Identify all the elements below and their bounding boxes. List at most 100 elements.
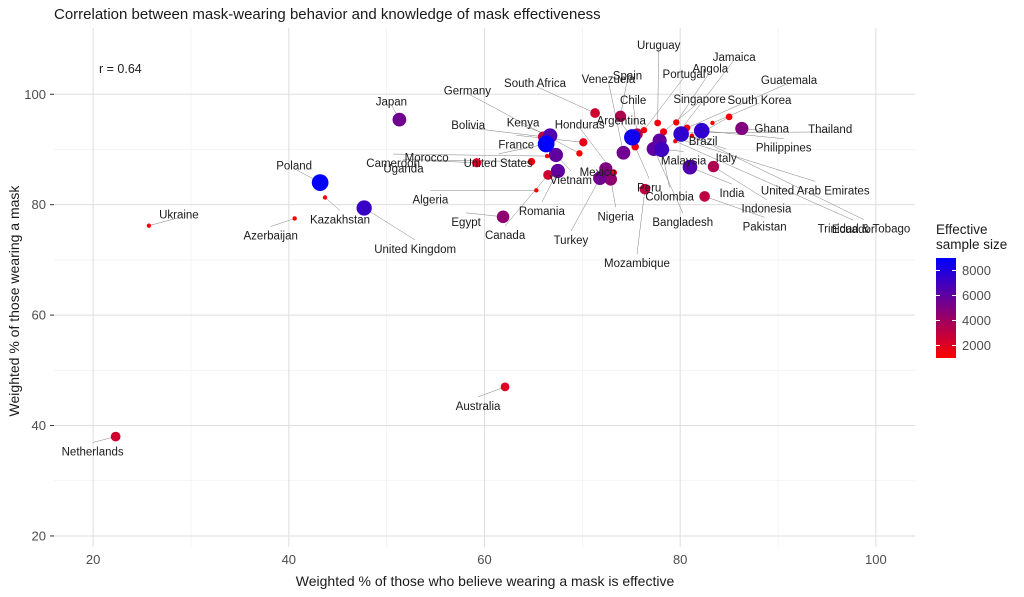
- legend-ticks: 2000 4000 6000 8000: [936, 263, 991, 353]
- data-point: [590, 108, 600, 118]
- x-axis-ticks: 20 40 60 80 100: [86, 552, 887, 567]
- data-point: [311, 174, 329, 191]
- data-point: [614, 110, 627, 123]
- point-label: Colombia: [645, 192, 694, 204]
- data-point: [593, 171, 607, 186]
- data-point: [699, 191, 710, 202]
- point-label: Mozambique: [604, 258, 670, 270]
- point-label: Argentina: [597, 115, 647, 127]
- point-label: India: [719, 188, 745, 200]
- point-label: Vietnam: [550, 175, 592, 187]
- point-label: United Arab Emirates: [761, 185, 870, 197]
- point-label: Indonesia: [742, 204, 792, 216]
- data-point: [146, 223, 152, 228]
- point-label: Uruguay: [637, 40, 681, 52]
- label-leader: [713, 166, 767, 200]
- data-point: [548, 147, 564, 163]
- y-axis-title: Weighted % of those wearing a mask: [6, 185, 22, 417]
- label-leader: [468, 127, 544, 138]
- legend-title-line-1: Effective: [936, 222, 988, 237]
- point-label: Honduras: [555, 120, 605, 132]
- point-label: Pakistan: [743, 221, 787, 233]
- data-point: [500, 382, 510, 392]
- data-point: [543, 169, 553, 180]
- x-tick-label: 40: [282, 552, 296, 567]
- data-point: [659, 128, 668, 136]
- label-leader: [570, 178, 601, 232]
- data-point: [604, 172, 618, 186]
- data-point: [322, 195, 328, 200]
- data-point: [576, 150, 583, 157]
- label-leader: [364, 207, 416, 241]
- point-label: Kenya: [507, 118, 540, 130]
- x-axis-title: Weighted % of those who believe wearing …: [296, 573, 675, 589]
- data-point: [356, 200, 372, 216]
- y-tick-label: 20: [32, 528, 46, 543]
- label-leader: [676, 71, 711, 123]
- label-leader: [686, 82, 790, 129]
- point-label: Bolivia: [451, 120, 485, 132]
- point-label: Guatemala: [761, 75, 818, 87]
- data-point: [725, 113, 733, 121]
- point-label: Canada: [485, 230, 526, 242]
- point-label: Singapore: [673, 94, 725, 106]
- label-leader: [148, 217, 179, 226]
- point-label: Australia: [456, 401, 501, 413]
- point-label: Cameroon: [366, 158, 420, 170]
- correlation-annotation: r = 0.64: [99, 62, 142, 76]
- point-label: Portugal: [663, 69, 706, 81]
- point-label: Azerbaijan: [244, 230, 298, 242]
- label-leader: [324, 197, 341, 211]
- data-point: [735, 121, 749, 136]
- data-point: [654, 141, 670, 158]
- data-point: [550, 163, 565, 179]
- point-label: Angola: [692, 63, 728, 75]
- data-point: [624, 129, 641, 146]
- point-label: Ecuador: [832, 224, 875, 236]
- data-point: [544, 153, 550, 159]
- chart-title: Correlation between mask-wearing behavio…: [54, 6, 601, 23]
- point-label: United Kingdom: [374, 244, 456, 256]
- legend: Effective sample size 2000 4000 6000 8000: [936, 222, 1007, 358]
- data-point: [639, 183, 651, 195]
- point-label: Mexico: [580, 167, 616, 179]
- point-label: South Korea: [728, 95, 793, 107]
- label-leader: [636, 189, 646, 255]
- data-point: [527, 157, 536, 166]
- legend-tick-label: 8000: [962, 263, 991, 278]
- point-label: South Africa: [504, 78, 567, 90]
- label-leader: [677, 138, 816, 182]
- data-point: [707, 160, 720, 173]
- data-point: [292, 216, 297, 221]
- y-tick-label: 80: [32, 197, 46, 212]
- point-labels: Netherlands Ukraine Azerbaijan Poland Kazakh…: [62, 40, 911, 459]
- point-label: Trinidad & Tobago: [818, 224, 911, 236]
- point-label: Netherlands: [62, 447, 124, 459]
- label-leader: [691, 135, 865, 220]
- point-label: Poland: [276, 161, 312, 173]
- y-axis-ticks: 20 40 60 80 100: [24, 87, 54, 543]
- label-leader: [467, 93, 580, 154]
- point-label: Kazakhstan: [310, 215, 370, 227]
- point-label: Japan: [376, 97, 407, 109]
- point-label: Germany: [444, 85, 492, 97]
- data-point: [640, 126, 648, 134]
- legend-title-line-2: sample size: [936, 237, 1007, 252]
- data-point: [534, 188, 539, 193]
- point-label: Uganda: [383, 164, 424, 176]
- y-tick-label: 100: [24, 87, 46, 102]
- data-point: [472, 158, 482, 168]
- point-label: Thailand: [808, 124, 852, 136]
- x-tick-label: 80: [673, 552, 687, 567]
- label-leaders: [92, 47, 865, 443]
- data-point: [496, 210, 510, 224]
- data-points: [110, 108, 749, 442]
- label-leader: [504, 174, 549, 227]
- x-tick-label: 100: [865, 552, 887, 567]
- label-leader: [663, 101, 700, 132]
- x-tick-label: 20: [86, 552, 100, 567]
- point-label: Algeria: [412, 194, 448, 206]
- label-leader: [426, 160, 477, 163]
- data-point: [654, 119, 662, 127]
